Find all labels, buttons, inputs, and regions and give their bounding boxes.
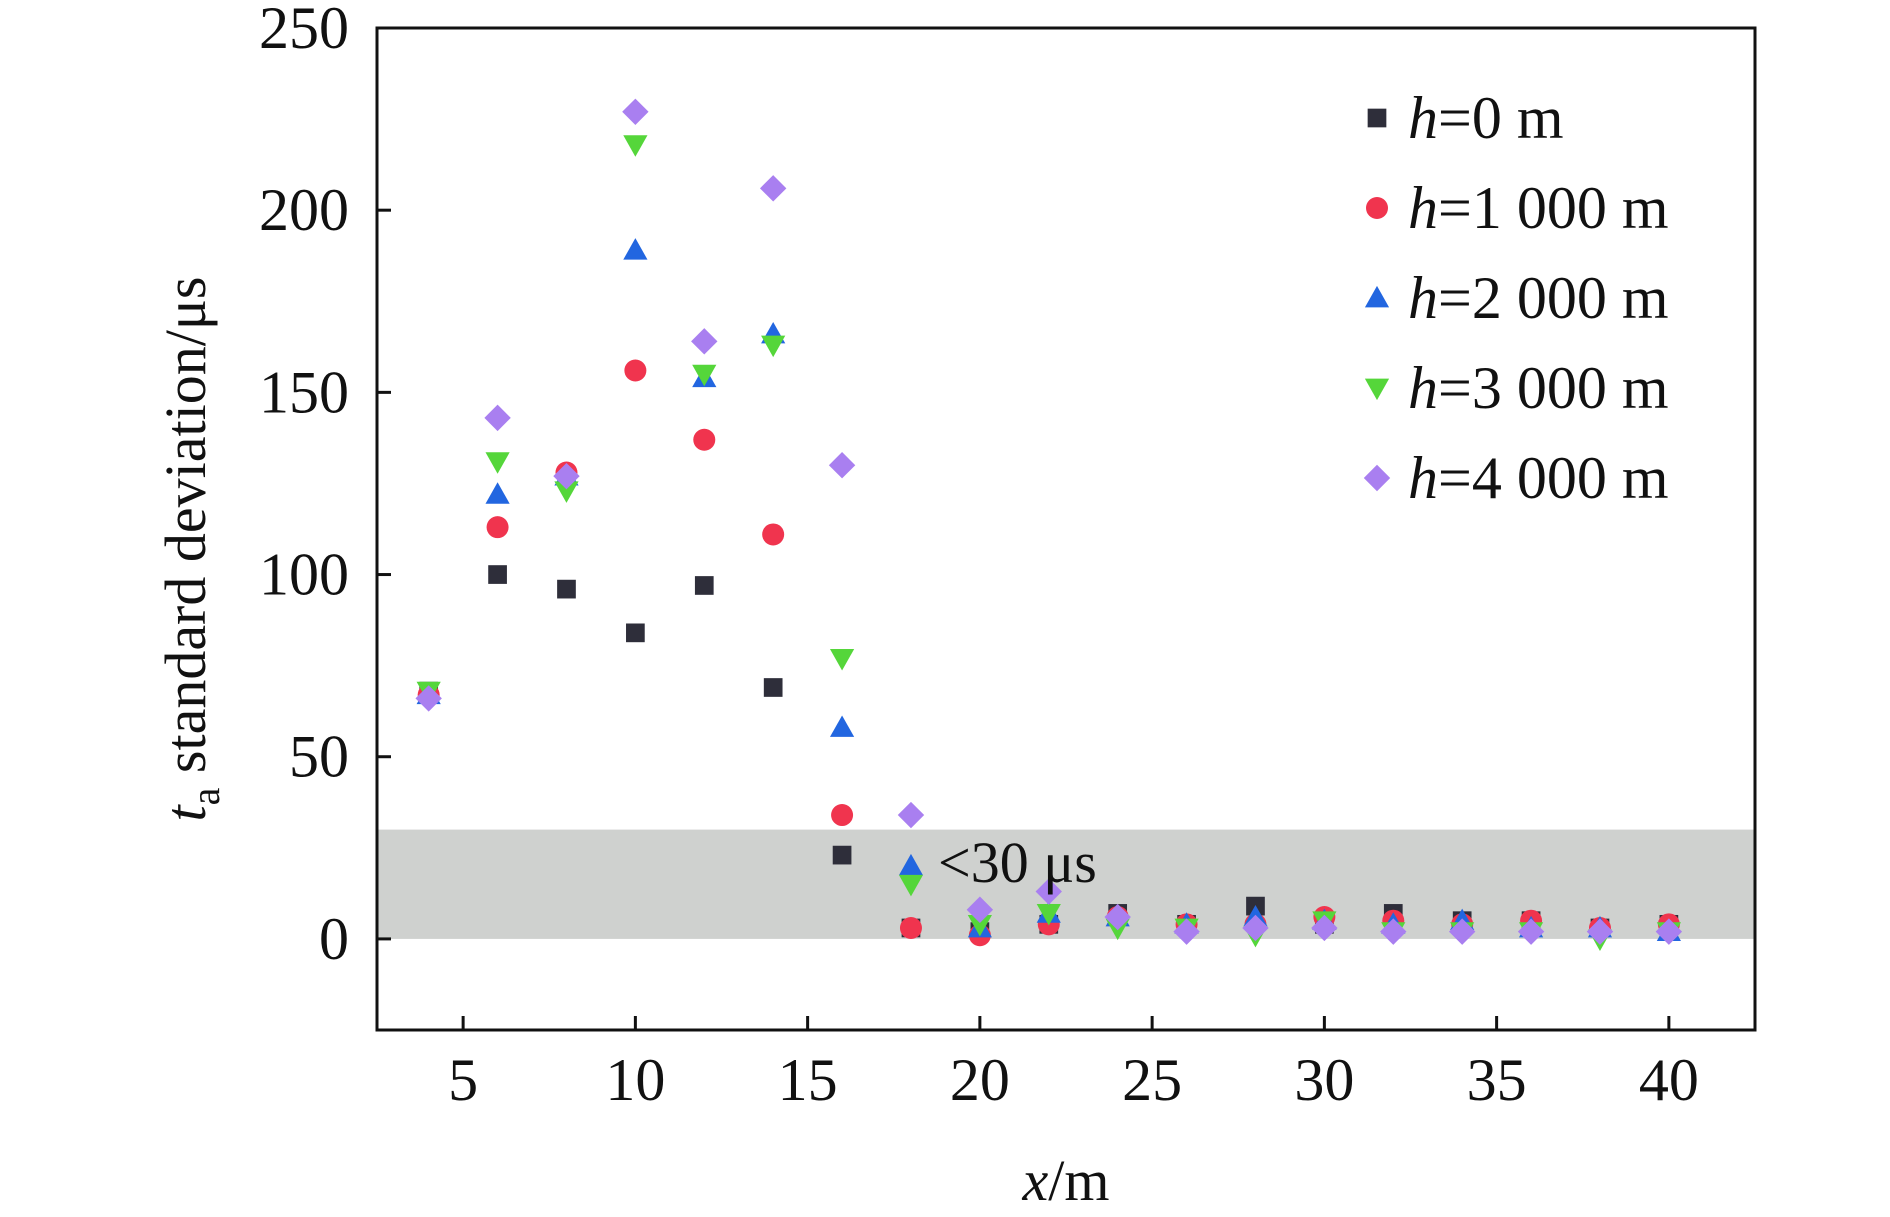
legend-item: h=0 m [1367, 85, 1564, 151]
legend-label-variable: h [1408, 85, 1438, 151]
y-axis-title: ta standard deviation/μs [153, 277, 228, 822]
data-point [762, 523, 785, 546]
data-point [1035, 878, 1062, 905]
legend-item: h=1 000 m [1366, 175, 1669, 241]
legend-label: h=4 000 m [1408, 445, 1669, 511]
data-point [759, 175, 787, 202]
y-axis-variable: t [153, 804, 218, 822]
y-tick-label: 50 [289, 724, 349, 790]
data-points-layer [415, 98, 1683, 952]
legend-label-variable: h [1408, 355, 1438, 421]
y-tick-label: 100 [259, 542, 349, 608]
y-tick-label: 250 [259, 0, 349, 61]
data-point [1173, 918, 1200, 945]
data-point [694, 576, 714, 595]
data-point [1517, 918, 1545, 945]
legend-label-value: =4 000 m [1438, 445, 1669, 511]
legend-item: h=2 000 m [1364, 265, 1669, 331]
series-4 [415, 98, 1683, 945]
data-point [1448, 918, 1476, 945]
data-point [485, 452, 510, 474]
data-point [761, 335, 786, 358]
legend-marker [1364, 285, 1390, 308]
data-point [484, 404, 511, 432]
data-point [624, 359, 647, 382]
data-point [623, 238, 648, 260]
x-axis-title: x/m [1022, 1148, 1110, 1212]
y-axis-rest: standard deviation/μs [153, 277, 218, 788]
data-point [692, 364, 717, 387]
data-point [485, 482, 510, 504]
axes-layer: 5 10 15 20 25 30 35 40 0 50 100 150 200 250 [259, 0, 1699, 1113]
data-point [967, 914, 992, 937]
data-point [899, 916, 922, 939]
legend-marker [1367, 108, 1387, 128]
x-tick-label: 15 [778, 1047, 838, 1113]
data-point [693, 428, 716, 451]
x-tick-label: 40 [1639, 1047, 1699, 1113]
y-axis-subscript: a [183, 787, 228, 805]
x-tick-label: 10 [605, 1047, 665, 1113]
x-tick-label: 5 [448, 1047, 478, 1113]
x-tick-label: 35 [1467, 1047, 1527, 1113]
band-annotation: <30 μs [938, 830, 1097, 895]
y-tick-label: 0 [319, 906, 349, 972]
data-point [897, 801, 925, 829]
legend-marker [1363, 464, 1391, 492]
legend-label-variable: h [1408, 445, 1438, 511]
data-point [557, 579, 576, 599]
data-point [898, 853, 924, 876]
data-point [488, 565, 507, 584]
x-axis-variable: x [1022, 1148, 1049, 1212]
data-point [1311, 914, 1338, 942]
legend-label: h=3 000 m [1408, 355, 1669, 421]
data-point [1242, 914, 1269, 942]
data-point [828, 452, 856, 479]
data-point [966, 896, 994, 923]
legend-label: h=1 000 m [1408, 175, 1669, 241]
data-point [622, 98, 649, 126]
data-point [553, 462, 580, 490]
y-tick-label: 200 [259, 177, 349, 243]
data-point [1586, 918, 1614, 945]
legend-label-variable: h [1408, 175, 1438, 241]
data-point [763, 678, 783, 697]
legend-marker [1364, 378, 1390, 401]
legend-item: h=4 000 m [1363, 445, 1669, 511]
data-point [832, 845, 852, 865]
data-point [415, 685, 442, 712]
x-tick-label: 20 [950, 1047, 1010, 1113]
legend: h=0 mh=1 000 mh=2 000 mh=3 000 mh=4 000 … [1363, 85, 1669, 511]
legend-marker [1366, 197, 1388, 219]
data-point [1655, 918, 1683, 945]
legend-label-variable: h [1408, 265, 1438, 331]
data-point [1036, 904, 1061, 926]
legend-label: h=0 m [1408, 85, 1564, 151]
data-point [623, 135, 648, 157]
data-point [626, 623, 645, 643]
plot-frame [375, 26, 1757, 1032]
data-point [554, 481, 579, 503]
data-point [829, 648, 855, 671]
legend-label-value: =2 000 m [1438, 265, 1669, 331]
data-point [1104, 903, 1131, 931]
data-point [829, 715, 855, 737]
legend-label-value: =0 m [1438, 85, 1564, 151]
data-point [898, 874, 924, 897]
x-tick-label: 30 [1294, 1047, 1354, 1113]
legend-label-value: =1 000 m [1438, 175, 1669, 241]
x-tick-label: 25 [1122, 1047, 1182, 1113]
x-axis-unit: /m [1048, 1148, 1109, 1212]
legend-label: h=2 000 m [1408, 265, 1669, 331]
legend-item: h=3 000 m [1364, 355, 1669, 421]
y-tick-label: 150 [259, 359, 349, 425]
data-point [831, 804, 854, 827]
data-point [691, 328, 718, 355]
data-point [486, 516, 509, 539]
legend-label-value: =3 000 m [1438, 355, 1669, 421]
data-point [1380, 918, 1407, 945]
